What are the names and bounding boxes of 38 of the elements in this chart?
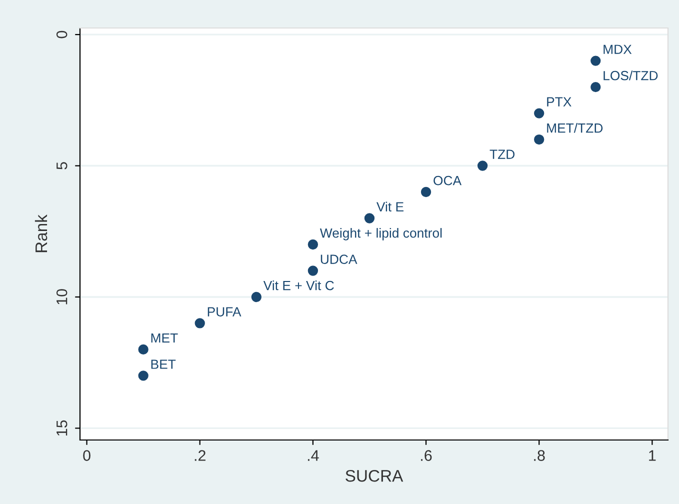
data-label: Vit E + Vit C bbox=[263, 280, 334, 290]
point bbox=[420, 186, 432, 198]
data-label: MDX bbox=[604, 44, 632, 54]
point bbox=[590, 56, 601, 66]
data-label: TZD bbox=[490, 150, 515, 159]
x-tick-label: .6 bbox=[421, 450, 432, 461]
data-label: Weight + lipid control bbox=[320, 228, 442, 240]
x-axis-title: SUCRA bbox=[346, 470, 404, 482]
point bbox=[308, 266, 318, 276]
y-axis-title: Rank bbox=[34, 214, 48, 252]
point bbox=[534, 134, 544, 145]
point bbox=[251, 292, 262, 302]
point bbox=[364, 213, 375, 224]
data-label: Vit E bbox=[376, 202, 404, 212]
y-tick-label: 15 bbox=[56, 420, 68, 436]
y-tick-label: 5 bbox=[56, 162, 68, 170]
point bbox=[138, 370, 148, 381]
x-tick-label: 0 bbox=[83, 450, 90, 461]
point bbox=[534, 108, 544, 118]
data-label: UDCA bbox=[320, 254, 358, 264]
x-tick-label: .8 bbox=[534, 450, 545, 461]
x-tick-label: .4 bbox=[308, 450, 319, 461]
x-tick-label: .2 bbox=[194, 450, 206, 461]
point bbox=[308, 239, 318, 250]
y-tick-label: 0 bbox=[56, 30, 68, 38]
point bbox=[590, 82, 601, 92]
y-tick-label: 10 bbox=[56, 289, 68, 304]
data-label: PTX bbox=[547, 97, 572, 106]
point bbox=[138, 344, 148, 355]
data-label: MET bbox=[151, 333, 178, 343]
data-label: OCA bbox=[434, 176, 462, 186]
data-label: BET bbox=[151, 360, 176, 369]
data-label: LOS/TZD bbox=[604, 70, 658, 80]
point bbox=[194, 318, 205, 328]
point bbox=[477, 160, 488, 171]
data-label: MET/TZD bbox=[547, 123, 603, 133]
x-tick-label: 1 bbox=[649, 450, 656, 461]
data-label: PUFA bbox=[208, 307, 242, 316]
